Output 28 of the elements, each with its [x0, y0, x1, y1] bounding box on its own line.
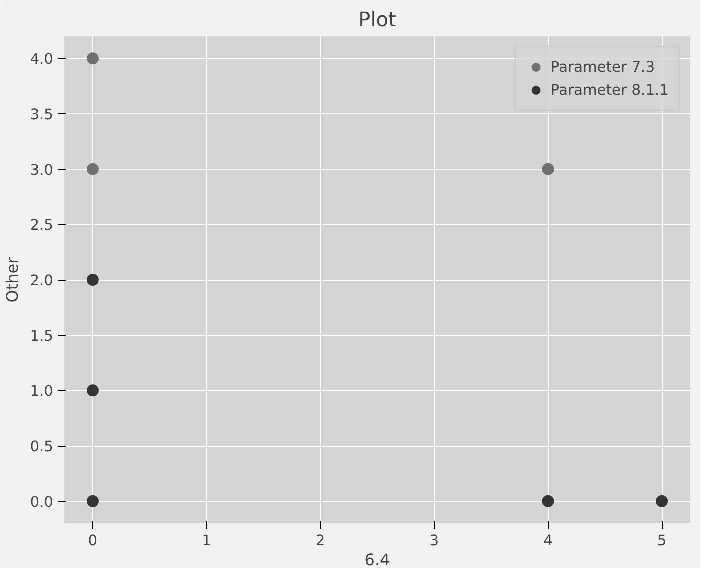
- point: [86, 384, 99, 397]
- y-axis-title: Other: [3, 256, 22, 303]
- x-tick-label: 1: [202, 532, 212, 550]
- point: [86, 495, 99, 508]
- y-tick-label: 3.5: [30, 106, 54, 124]
- legend-label: Parameter 8.1.1: [550, 82, 669, 98]
- point: [86, 52, 99, 65]
- y-tick-label: 0.5: [30, 438, 54, 456]
- y-tick-label: 0.0: [30, 494, 54, 511]
- point: [86, 163, 99, 176]
- point: [542, 495, 554, 508]
- y-tick-label: 1.5: [30, 328, 54, 345]
- point: [656, 495, 668, 508]
- x-tick-label: 3: [430, 532, 440, 550]
- legend-label: Parameter 7.3: [550, 58, 656, 76]
- x-tick-label: 4: [544, 532, 553, 550]
- x-tick-label: 5: [657, 532, 667, 550]
- point: [542, 163, 554, 176]
- x-tick-label: 0: [88, 532, 98, 550]
- y-tick-label: 3.0: [30, 162, 54, 179]
- y-tick-label: 4.0: [30, 51, 54, 68]
- y-tick-label: 2.0: [30, 272, 54, 290]
- x-axis-title: 6.4: [364, 550, 390, 570]
- point: [86, 274, 99, 286]
- chart-title: Plot: [358, 8, 397, 32]
- y-tick-label: 1.0: [30, 383, 54, 400]
- y-tick-label: 2.5: [30, 217, 54, 234]
- x-tick-label: 2: [316, 532, 326, 550]
